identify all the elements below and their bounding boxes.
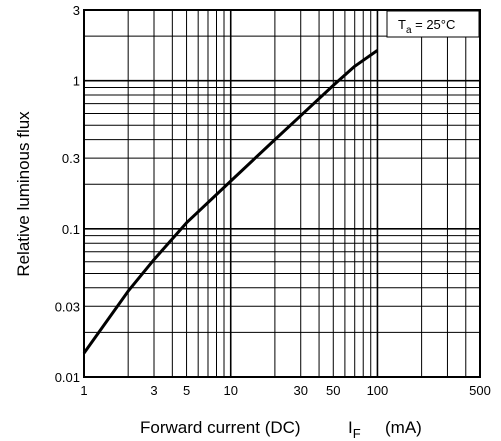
x-axis-symbol: IF xyxy=(348,418,361,441)
x-axis-symbol-letter: I xyxy=(348,418,353,437)
x-tick-label: 5 xyxy=(183,383,190,398)
grid xyxy=(84,10,480,377)
x-tick-label: 1 xyxy=(80,383,87,398)
annotation-frame xyxy=(386,10,480,38)
y-tick-label: 0.03 xyxy=(55,299,80,314)
x-tick-label: 10 xyxy=(223,383,237,398)
y-tick-labels: 0.01 0.03 0.1 0.3 1 3 xyxy=(55,3,80,385)
annotation-value: = 25°C xyxy=(412,17,456,32)
series-line xyxy=(82,49,379,354)
y-tick-label: 1 xyxy=(73,74,80,89)
x-tick-label: 50 xyxy=(326,383,340,398)
x-tick-label: 30 xyxy=(293,383,307,398)
x-tick-label: 500 xyxy=(469,383,491,398)
x-axis-symbol-subscript: F xyxy=(353,426,361,441)
temperature-annotation: Ta = 25°C xyxy=(398,17,455,36)
y-tick-label: 0.01 xyxy=(55,370,80,385)
y-tick-label: 0.3 xyxy=(62,151,80,166)
plot-frame xyxy=(83,9,481,378)
annotation-symbol: T xyxy=(398,17,406,32)
y-tick-label: 0.1 xyxy=(62,222,80,237)
y-tick-label: 3 xyxy=(73,3,80,18)
annotation-subscript: a xyxy=(406,25,412,36)
x-axis-title: Forward current (DC) IF (mA) xyxy=(140,418,422,441)
x-tick-labels: 1 3 5 10 30 50 100 500 xyxy=(80,383,490,398)
x-tick-label: 100 xyxy=(367,383,389,398)
series-layer xyxy=(82,49,379,354)
x-axis-unit: (mA) xyxy=(385,418,422,437)
x-axis-title-text: Forward current (DC) xyxy=(140,418,301,437)
annotation-box: Ta = 25°C xyxy=(386,10,480,38)
x-tick-label: 3 xyxy=(150,383,157,398)
y-axis-title: Relative luminous flux xyxy=(14,111,33,277)
